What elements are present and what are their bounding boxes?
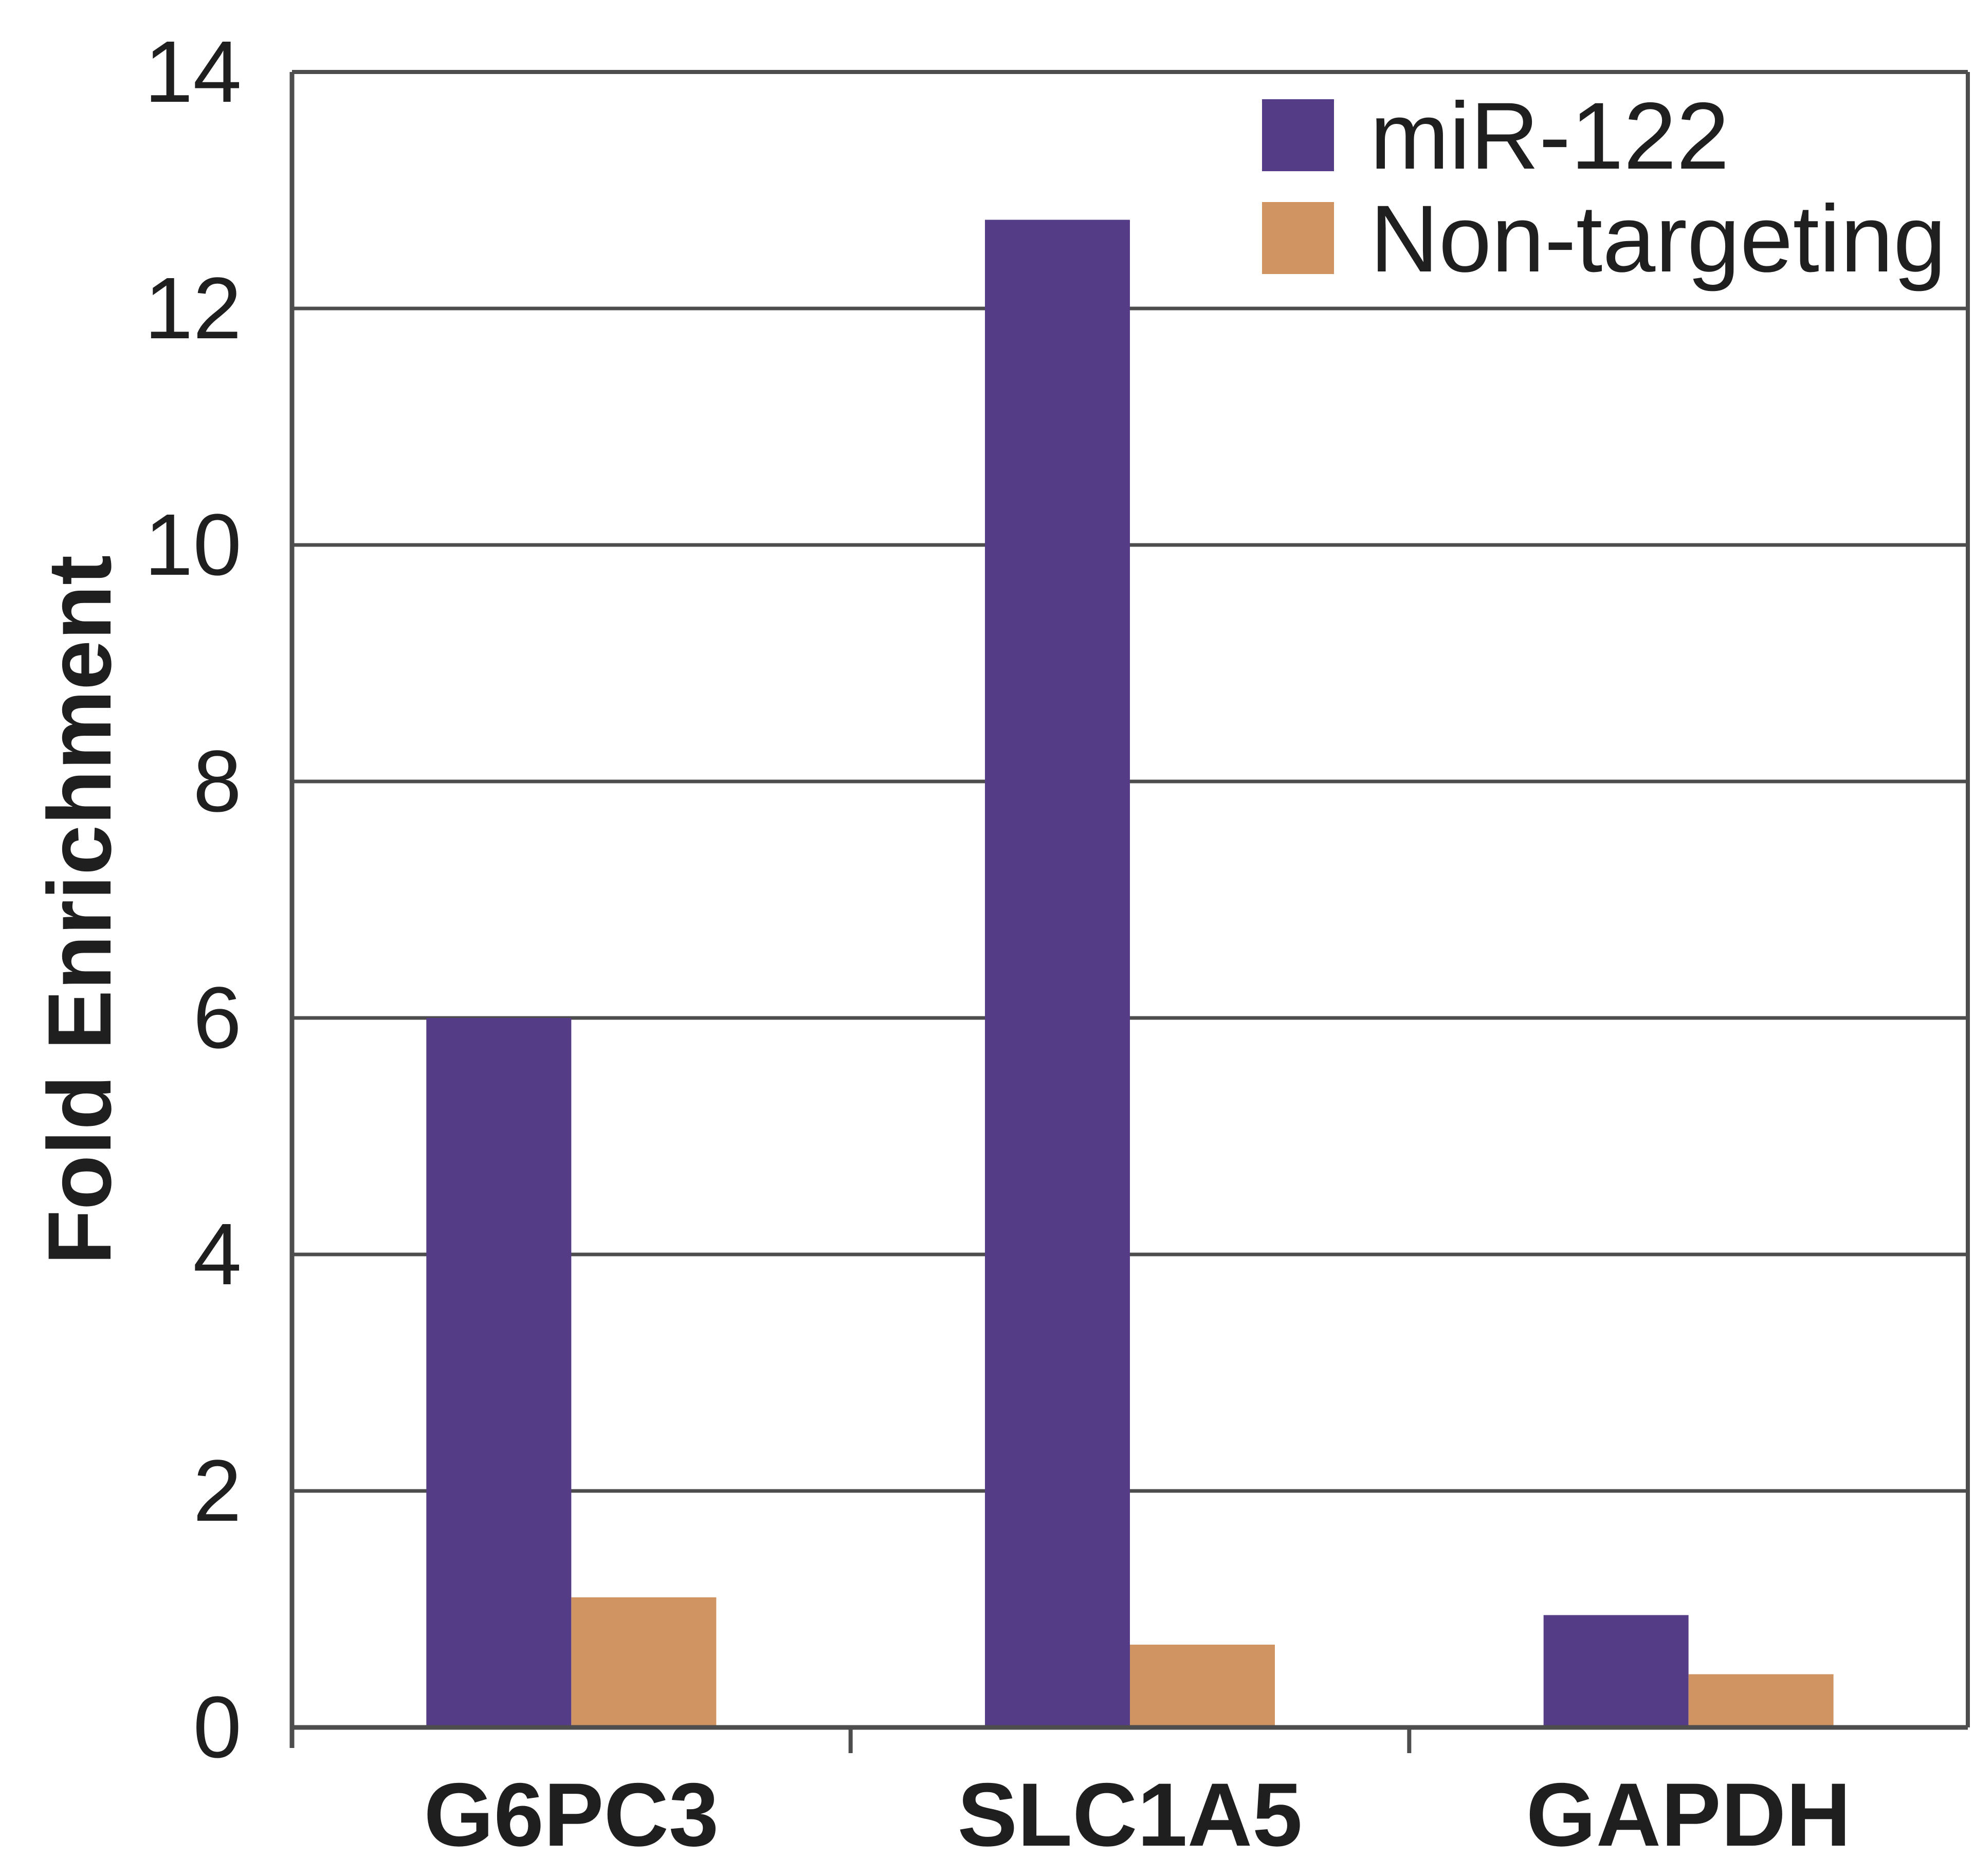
bar-non-targeting-slc1a5 [1130,1645,1275,1727]
bar-non-targeting-g6pc3 [571,1597,717,1727]
y-tick-label: 4 [193,1206,242,1303]
y-tick-label: 12 [144,260,242,357]
y-tick-label: 6 [193,969,242,1067]
labels: 0 2 4 6 8 10 12 14 G6PC3 SLC1A5 GAPDH Fold Enrichme… [30,23,1851,1865]
y-axis-title: Fold Enrichment [30,555,130,1265]
bars [426,220,1834,1727]
y-tick-label: 0 [193,1679,242,1776]
y-tick-label: 2 [193,1442,242,1540]
x-category-label: GAPDH [1526,1765,1851,1865]
legend-label: miR-122 [1370,83,1729,189]
legend-swatch-non-targeting [1262,202,1334,274]
bar-mir-122-g6pc3 [426,1018,572,1727]
x-category-label: SLC1A5 [957,1765,1302,1865]
bar-mir-122-gapdh [1543,1615,1689,1727]
bar-mir-122-slc1a5 [985,220,1130,1727]
x-category-label: G6PC3 [424,1765,719,1865]
bar-non-targeting-gapdh [1688,1674,1834,1727]
y-tick-label: 8 [193,733,242,830]
axes [289,70,1970,1753]
y-tick-label: 14 [144,23,242,121]
legend-swatch-mir-122 [1262,99,1334,171]
y-tick-label: 10 [144,496,242,594]
legend-label: Non-targeting [1370,186,1946,292]
